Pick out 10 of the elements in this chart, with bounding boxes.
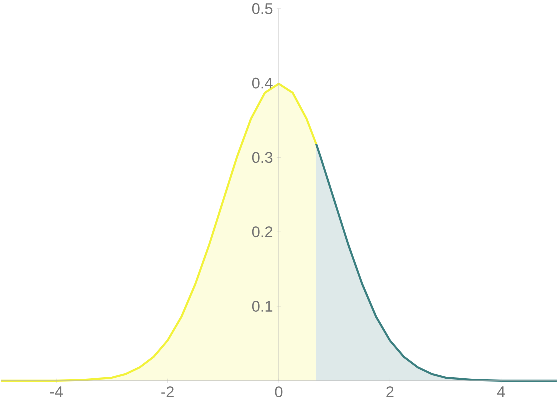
y-tick-label: 0.5 [252, 3, 273, 14]
x-tick-label: -2 [162, 386, 174, 398]
x-tick-label: -4 [50, 386, 64, 398]
y-tick-label: 0.1 [252, 301, 273, 312]
y-tick-label: 0.4 [252, 78, 273, 89]
x-tick-label: 0 [275, 386, 283, 398]
y-tick-label: 0.3 [252, 152, 273, 164]
x-tick-label: 2 [386, 386, 394, 398]
y-tick-label: 0.2 [252, 226, 273, 238]
x-tick-label: 4 [497, 386, 506, 398]
